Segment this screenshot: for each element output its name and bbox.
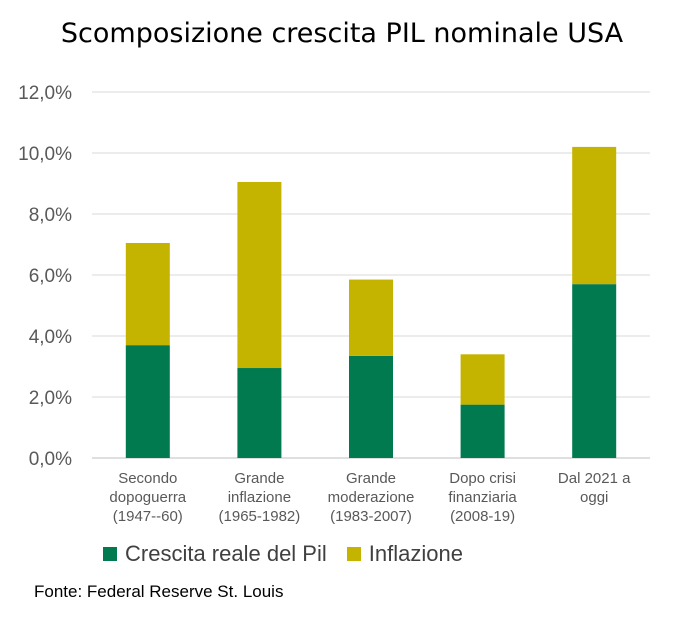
bar-chart: 0,0% 2,0% 4,0% 6,0% 8,0% 10,0% 12,0% Secondo dop… [18,83,650,525]
bar-real-growth [460,404,505,458]
x-category-label: dopoguerra [109,489,186,506]
source-note: Fonte: Federal Reserve St. Louis [34,582,284,601]
bar-inflation [572,146,617,285]
y-tick-label: 8,0% [29,205,72,226]
y-tick-label: 2,0% [29,388,72,409]
bar-inflation [237,181,282,369]
x-category-label: oggi [580,489,608,506]
bar-real-growth [572,284,617,458]
x-category-label: (1983-2007) [330,508,412,525]
legend-swatch-inflation [346,547,361,561]
x-category-label: (2008-19) [450,508,515,525]
bar-inflation [460,354,505,405]
x-category-label: Dopo crisi [449,470,516,487]
bar-real-growth [349,355,393,458]
bar-real-growth [237,368,282,458]
x-category-label: Grande [346,470,396,487]
y-tick-label: 6,0% [29,266,72,287]
x-category-label: inflazione [228,489,291,506]
legend-label-inflation: Inflazione [368,541,463,566]
x-category-label: (1947--60) [113,508,183,525]
bar-real-growth [125,345,170,458]
x-category-label: moderazione [328,489,415,506]
legend: Crescita reale del Pil Inflazione [103,541,483,567]
y-tick-label: 12,0% [18,83,72,104]
bar-inflation [125,242,170,346]
y-tick-label: 10,0% [18,144,72,165]
legend-swatch-real [103,547,117,561]
legend-item-real: Crescita reale del Pil [103,541,327,567]
x-category-label: finanziaria [448,489,517,506]
y-tick-label: 4,0% [29,327,72,348]
x-category-label: Dal 2021 a [558,470,631,487]
legend-label-real: Crescita reale del Pil [125,541,327,566]
bar-inflation [349,279,393,356]
x-category-label: Grande [234,470,284,487]
x-category-label: (1965-1982) [219,508,301,525]
legend-item-inflation: Inflazione [346,541,463,567]
chart-title: Scomposizione crescita PIL nominale USA [60,18,624,49]
x-category-label: Secondo [118,470,177,487]
y-tick-label: 0,0% [29,449,72,470]
